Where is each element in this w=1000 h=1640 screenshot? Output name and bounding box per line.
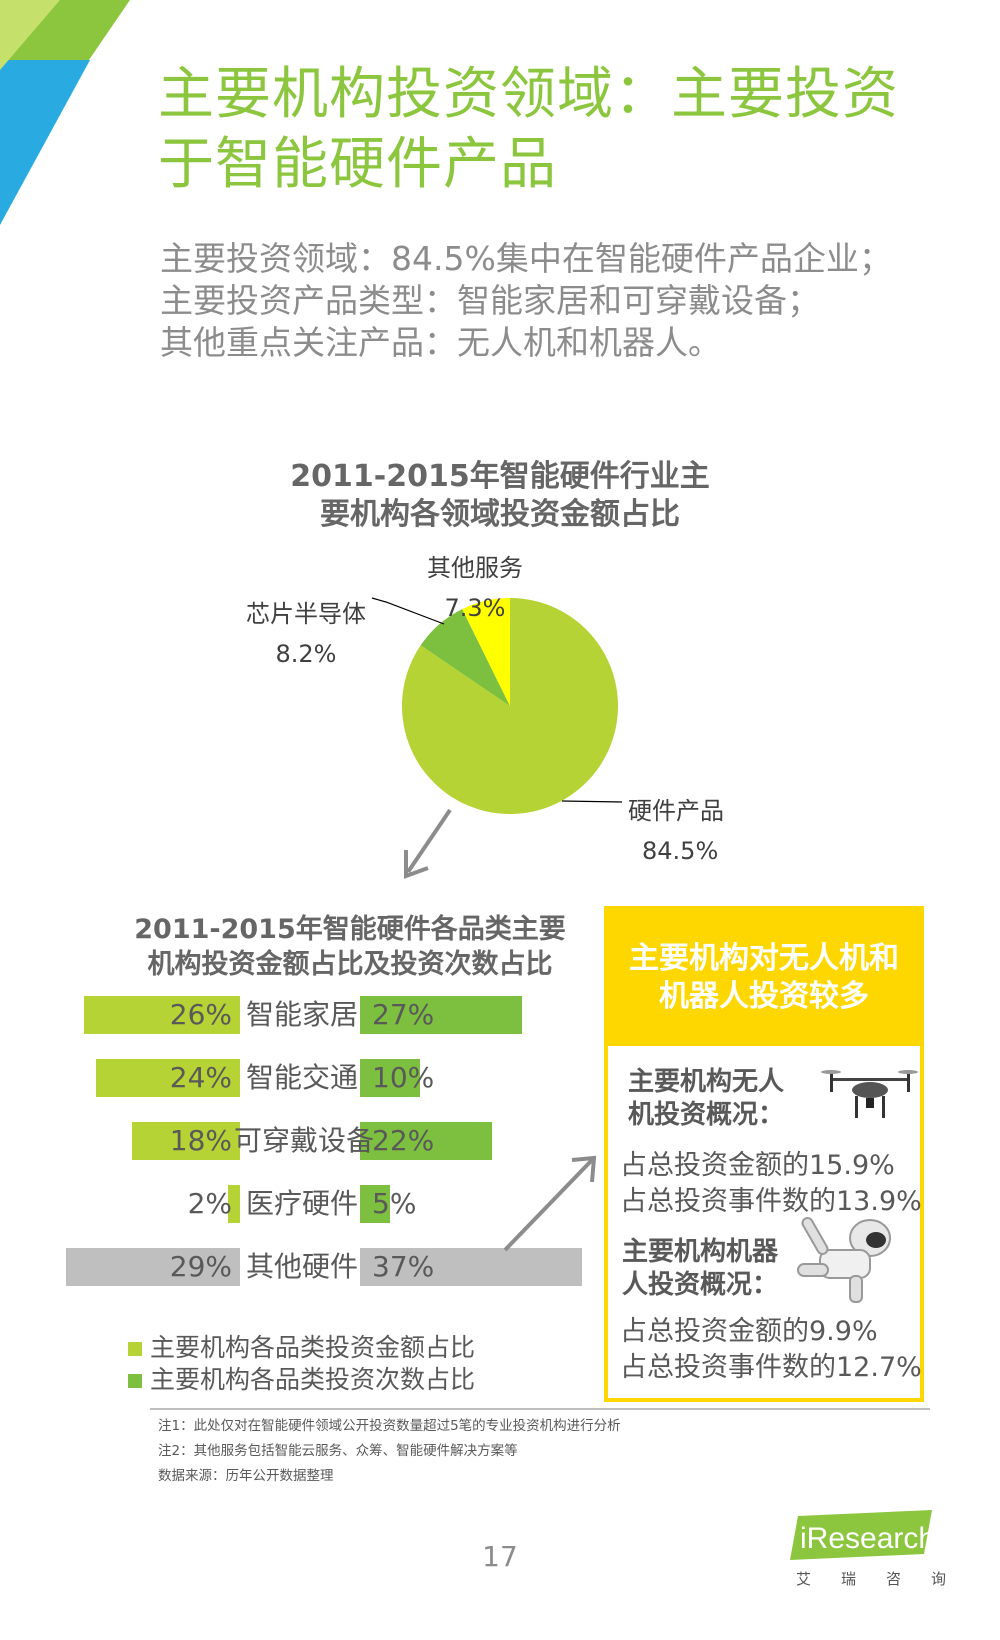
bar-amount-label: 26% bbox=[169, 998, 232, 1031]
bar-amount-label: 18% bbox=[169, 1124, 232, 1157]
bar-count-label: 27% bbox=[372, 998, 435, 1031]
page-title-line2: 于智能硬件产品 bbox=[158, 132, 557, 197]
footnote: 数据来源：历年公开数据整理 bbox=[158, 1468, 334, 1484]
bar-category-label: 智能交通 bbox=[246, 1061, 359, 1094]
drone-title: 主要机构无人 机投资概况： bbox=[628, 1066, 784, 1132]
footnotes: 注1：此处仅对在智能硬件领域公开投资数量超过5笔的专业投资机构进行分析 注2：其… bbox=[158, 1414, 918, 1489]
drone-title-line1: 主要机构无人 bbox=[628, 1067, 785, 1097]
pie-slice-name: 硬件产品 bbox=[628, 797, 724, 825]
pie-slice-2 bbox=[420, 609, 510, 706]
logo-text: iResearch bbox=[800, 1522, 935, 1555]
legend-label: 主要机构各品类投资次数占比 bbox=[150, 1365, 476, 1394]
drone-amount: 占总投资金额的15.9% bbox=[620, 1150, 895, 1181]
bar-count-label: 5% bbox=[372, 1187, 417, 1220]
bar-chart-title-line1: 2011-2015年智能硬件各品类主要 bbox=[134, 914, 566, 945]
robot-title-line2: 人投资概况： bbox=[622, 1270, 779, 1300]
drone-icon bbox=[821, 1070, 918, 1118]
summary-line: 其他重点关注产品：无人机和机器人。 bbox=[160, 323, 721, 362]
robot-count: 占总投资事件数的12.7% bbox=[620, 1352, 922, 1383]
legend-item-count: 主要机构各品类投资次数占比 bbox=[128, 1365, 475, 1395]
page-title-line1: 主要机构投资领域：主要投资 bbox=[158, 62, 899, 127]
highlight-box: 主要机构对无人机和 机器人投资较多 主要机构无人 机投资概况： 占总投资金额的1… bbox=[604, 906, 924, 1402]
summary-line: 主要投资领域：84.5%集中在智能硬件产品企业； bbox=[160, 239, 892, 278]
pie-chart: 硬件产品 84.5% 芯片半导体 8.2% 其他服务 7.3% bbox=[246, 554, 724, 865]
logo-subtitle: 艾瑞咨询 bbox=[796, 1570, 977, 1588]
leader-line-hardware bbox=[561, 800, 623, 803]
robot-title: 主要机构机器 人投资概况： bbox=[622, 1236, 778, 1302]
pie-slice-name: 芯片半导体 bbox=[246, 600, 366, 628]
header-line2: 机器人投资较多 bbox=[659, 979, 869, 1014]
bar-chart-title: 2011-2015年智能硬件各品类主要 机构投资金额占比及投资次数占比 bbox=[100, 912, 600, 982]
robot-icon bbox=[797, 1217, 891, 1303]
footnote: 注2：其他服务包括智能云服务、众筹、智能硬件解决方案等 bbox=[158, 1443, 518, 1459]
corner-decoration bbox=[0, 0, 130, 225]
bar-chart-title-line2: 机构投资金额占比及投资次数占比 bbox=[147, 949, 553, 980]
highlight-box-header: 主要机构对无人机和 机器人投资较多 bbox=[608, 910, 920, 1046]
bar-category-label: 其他硬件 bbox=[246, 1250, 359, 1283]
divider bbox=[150, 1408, 930, 1410]
leader-line-chip bbox=[371, 597, 445, 625]
pie-slice-1 bbox=[402, 598, 619, 814]
bar-count-label: 37% bbox=[372, 1250, 435, 1283]
pie-slice-name: 其他服务 bbox=[427, 554, 523, 582]
bar-count-label: 10% bbox=[372, 1061, 435, 1094]
legend-swatch bbox=[128, 1374, 142, 1388]
bar-category-label: 可穿戴设备 bbox=[234, 1124, 375, 1157]
legend-label: 主要机构各品类投资金额占比 bbox=[150, 1333, 476, 1362]
iresearch-logo: iResearch bbox=[790, 1510, 935, 1560]
robot-title-line1: 主要机构机器 bbox=[622, 1237, 779, 1267]
drone-title-line2: 机投资概况： bbox=[628, 1100, 785, 1130]
summary-line: 主要投资产品类型：智能家居和可穿戴设备； bbox=[160, 281, 820, 320]
bar-count-label: 22% bbox=[372, 1124, 435, 1157]
legend-item-amount: 主要机构各品类投资金额占比 bbox=[128, 1333, 475, 1363]
bar-category-label: 医疗硬件 bbox=[246, 1187, 359, 1220]
drone-count: 占总投资事件数的13.9% bbox=[620, 1186, 922, 1217]
bar-amount-label: 29% bbox=[169, 1250, 232, 1283]
pie-chart-title-line1: 2011-2015年智能硬件行业主 bbox=[290, 459, 710, 494]
pie-chart-title-line2: 要机构各领域投资金额占比 bbox=[320, 497, 680, 532]
pie-slice-value: 7.3% bbox=[445, 594, 506, 622]
page-title: 主要机构投资领域：主要投资 于智能硬件产品 bbox=[158, 60, 938, 200]
pie-slice-3 bbox=[462, 598, 510, 706]
bar-category-label: 智能家居 bbox=[246, 998, 359, 1031]
legend-swatch bbox=[128, 1342, 142, 1356]
bar-amount-label: 24% bbox=[169, 1061, 232, 1094]
pie-slice-value: 8.2% bbox=[276, 640, 337, 668]
footnote: 注1：此处仅对在智能硬件领域公开投资数量超过5笔的专业投资机构进行分析 bbox=[158, 1418, 621, 1434]
bar-amount-label: 2% bbox=[187, 1187, 232, 1220]
summary-text: 主要投资领域：84.5%集中在智能硬件产品企业； 主要投资产品类型：智能家居和可… bbox=[160, 238, 960, 364]
robot-amount: 占总投资金额的9.9% bbox=[620, 1316, 878, 1347]
pie-chart-title: 2011-2015年智能硬件行业主 要机构各领域投资金额占比 bbox=[250, 458, 750, 534]
header-line1: 主要机构对无人机和 bbox=[629, 941, 899, 976]
pie-slice-value: 84.5% bbox=[642, 837, 718, 865]
up-right-arrow-icon bbox=[503, 1155, 597, 1252]
page-number: 17 bbox=[482, 1540, 518, 1573]
